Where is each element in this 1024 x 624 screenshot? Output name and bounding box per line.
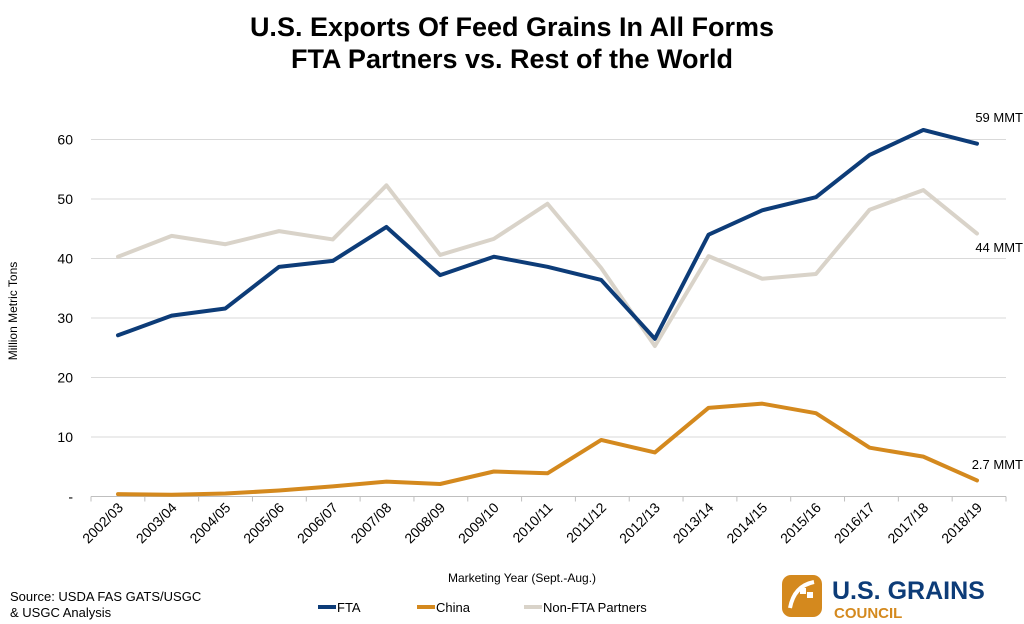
y-tick-label: 50 <box>57 191 73 207</box>
y-axis-label: Million Metric Tons <box>6 262 20 360</box>
source-line-1: Source: USDA FAS GATS/USGC <box>10 589 202 604</box>
x-tick-label: 2011/12 <box>563 499 610 546</box>
legend-label: Non-FTA Partners <box>543 600 647 615</box>
x-tick-label: 2016/17 <box>831 499 878 546</box>
end-label: 59 MMT <box>975 110 1023 125</box>
y-tick-label: 20 <box>57 370 73 386</box>
chart-subtitle: FTA Partners vs. Rest of the World <box>290 44 734 74</box>
x-tick-label: 2005/06 <box>240 499 287 546</box>
x-tick-label: 2006/07 <box>294 499 341 546</box>
x-tick-label: 2018/19 <box>938 499 985 546</box>
logo-mark-icon <box>782 575 822 617</box>
x-tick-label: 2004/05 <box>186 499 233 546</box>
svg-text:U.S. GRAINS: U.S. GRAINS <box>832 577 985 605</box>
end-label: 44 MMT <box>975 240 1023 255</box>
x-tick-label: 2010/11 <box>509 499 556 546</box>
x-axis-label: Marketing Year (Sept.-Aug.) <box>448 571 596 585</box>
svg-text:COUNCIL: COUNCIL <box>834 605 902 622</box>
x-tick-label: 2017/18 <box>884 499 931 546</box>
y-tick-label: 60 <box>57 132 73 148</box>
x-tick-label: 2002/03 <box>79 499 126 546</box>
x-tick-label: 2003/04 <box>133 499 180 546</box>
y-tick-label: 40 <box>57 251 73 267</box>
x-tick-label: 2014/15 <box>723 499 770 546</box>
legend-label: China <box>436 600 471 615</box>
legend: FTA China Non-FTA Partners <box>318 600 647 615</box>
x-tick-label: 2015/16 <box>777 499 824 546</box>
chart-title: U.S. Exports Of Feed Grains In All Forms <box>249 12 775 42</box>
legend-label: FTA <box>337 600 361 615</box>
x-tick-label: 2012/13 <box>616 499 663 546</box>
x-tick-label: 2008/09 <box>401 499 448 546</box>
source-line-2: & USGC Analysis <box>10 605 112 620</box>
y-tick-label: - <box>68 489 73 505</box>
series-line-china <box>116 401 979 497</box>
x-tick-label: 2009/10 <box>455 499 502 546</box>
y-tick-label: 30 <box>57 310 73 326</box>
end-label: 2.7 MMT <box>972 457 1023 472</box>
x-tick-label: 2013/14 <box>670 499 717 546</box>
x-tick-label: 2007/08 <box>347 499 394 546</box>
usgc-logo: U.S. GRAINS COUNCIL <box>780 572 1020 622</box>
y-tick-label: 10 <box>57 429 73 445</box>
